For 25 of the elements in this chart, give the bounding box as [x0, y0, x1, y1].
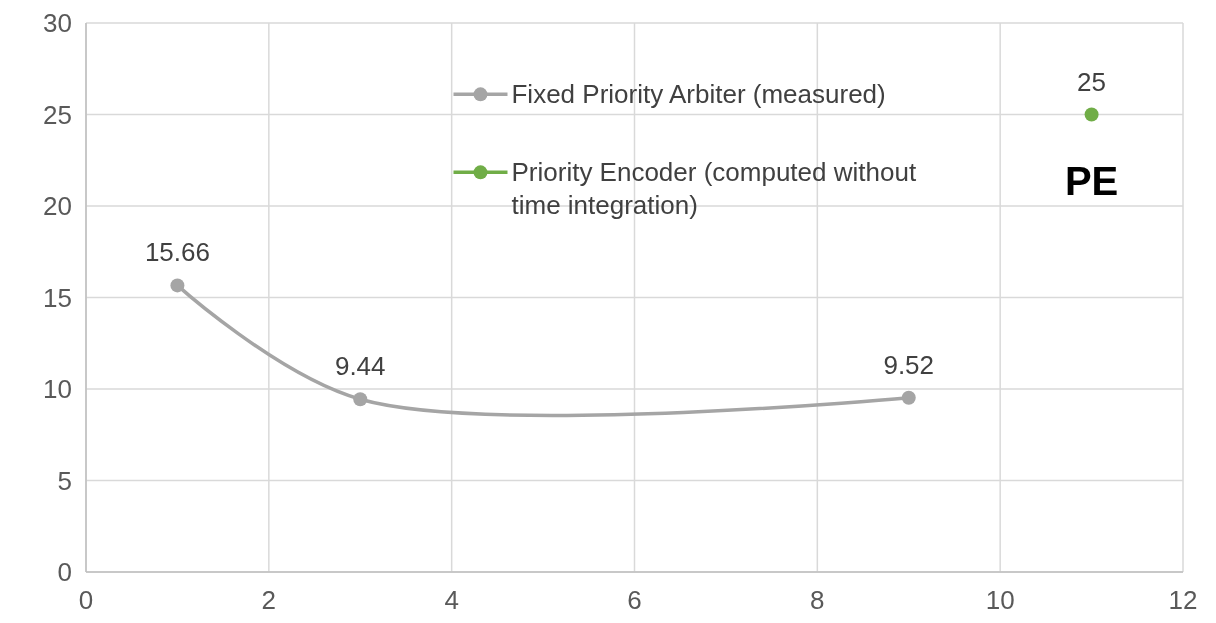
- point: [353, 392, 368, 407]
- data-label: 25: [1077, 66, 1107, 97]
- y-tick-label: 30: [43, 8, 72, 38]
- x-tick-label: 2: [261, 585, 277, 615]
- data-label: 15.66: [144, 237, 210, 268]
- legend-label: Priority Encoder (computed without time integration): [511, 157, 917, 221]
- data-label: 9.44: [334, 351, 386, 382]
- point: [170, 278, 185, 293]
- x-tick-label: 6: [627, 585, 642, 615]
- y-tick-label: 0: [57, 557, 72, 587]
- point: [901, 390, 916, 405]
- point: [1084, 107, 1099, 122]
- y-tick-label: 5: [57, 465, 72, 496]
- y-tick-label: 25: [43, 99, 72, 130]
- x-tick-label: 4: [444, 585, 459, 615]
- y-tick-label: 15: [43, 282, 72, 313]
- x-tick-label: 8: [810, 585, 825, 615]
- legend-label: Fixed Priority Arbiter (measured): [511, 79, 886, 110]
- annotation: PE: [1064, 158, 1119, 203]
- y-tick-label: 20: [43, 191, 72, 221]
- data-label: 9.52: [883, 349, 935, 380]
- x-tick-label: 10: [985, 585, 1015, 615]
- x-tick-label: 12: [1168, 585, 1198, 615]
- x-tick-label: 0: [78, 585, 94, 615]
- y-tick-label: 10: [43, 374, 72, 404]
